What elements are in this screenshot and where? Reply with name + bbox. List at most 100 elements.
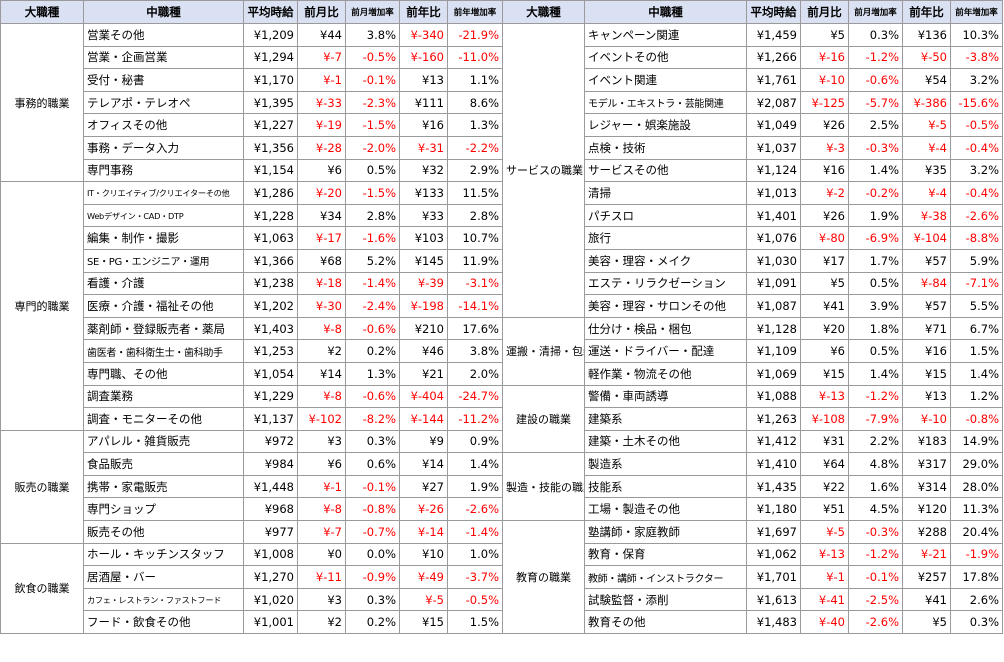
minor-category-cell: 警備・車両誘導 [584,384,747,409]
avg-wage-cell: ¥1,270 [243,565,298,589]
mom-rate-cell: -1.4% [345,271,400,296]
avg-wage-cell: ¥1,128 [746,316,801,341]
yoy-change-cell: ¥-10 [902,407,951,431]
header-yoy-change: 前年比 [399,0,448,24]
yoy-change-cell: ¥71 [902,316,951,341]
minor-category-cell: 携帯・家電販売 [83,474,244,499]
avg-wage-cell: ¥1,088 [746,384,801,409]
major-category-cell: 販売の職業 [0,429,84,544]
avg-wage-cell: ¥1,263 [746,407,801,431]
mom-rate-cell: -1.5% [345,181,400,205]
table-row: 専門ショップ ¥968 ¥-8 -0.8% ¥-26 -2.6% 工場・製造その他 ¥1,18… [1,497,1003,522]
mom-rate-cell: -0.6% [345,316,400,341]
yoy-rate-cell: -8.8% [950,226,1003,250]
header-yoy-change: 前年比 [902,0,951,24]
table-row: 事務・データ入力 ¥1,356 ¥-28 -2.0% ¥-31 -2.2% 点検・技術 ¥1,… [1,135,1003,160]
yoy-change-cell: ¥133 [399,181,448,205]
minor-category-cell: 専門ショップ [83,497,244,522]
yoy-rate-cell: -2.6% [447,497,503,522]
mom-change-cell: ¥-2 [800,181,849,205]
yoy-rate-cell: 6.7% [950,316,1003,341]
mom-rate-cell: 3.8% [345,23,400,47]
yoy-rate-cell: 10.3% [950,23,1003,47]
minor-category-cell: 食品販売 [83,452,244,476]
mom-change-cell: ¥22 [800,474,849,499]
avg-wage-cell: ¥1,180 [746,497,801,522]
mom-rate-cell: 0.3% [345,429,400,454]
minor-category-cell: 技能系 [584,474,747,499]
avg-wage-cell: ¥1,229 [243,384,298,409]
mom-rate-cell: 1.7% [848,248,903,273]
major-category-cell: 事務的職業 [0,22,84,183]
mom-change-cell: ¥-18 [297,271,346,296]
table-row: 調査・モニターその他 ¥1,137 ¥-102 -8.2% ¥-144 -11.2% 建築系… [1,407,1003,431]
yoy-rate-cell: 3.8% [447,339,503,363]
avg-wage-cell: ¥1,435 [746,474,801,499]
mom-change-cell: ¥-41 [800,587,849,612]
mom-change-cell: ¥41 [800,294,849,318]
yoy-rate-cell: 0.3% [950,610,1003,635]
yoy-rate-cell: -14.1% [447,294,503,318]
yoy-change-cell: ¥145 [399,248,448,273]
mom-rate-cell: -0.6% [848,68,903,92]
table-row: 営業・企画営業 ¥1,294 ¥-7 -0.5% ¥-160 -11.0% イベントその他 ¥… [1,45,1003,70]
yoy-rate-cell: 2.0% [447,361,503,386]
major-category-cell: 教育の職業 [502,520,585,635]
table-row: テレアポ・テレオペ ¥1,395 ¥-33 -2.3% ¥111 8.6% モデル・エキスト… [1,90,1003,115]
minor-category-cell: 美容・理容・メイク [584,248,747,273]
mom-change-cell: ¥51 [800,497,849,522]
mom-change-cell: ¥-102 [297,407,346,431]
yoy-rate-cell: 1.1% [447,68,503,92]
yoy-rate-cell: -0.4% [950,181,1003,205]
mom-change-cell: ¥-7 [297,45,346,70]
avg-wage-cell: ¥1,091 [746,271,801,296]
yoy-rate-cell: 1.2% [950,384,1003,409]
mom-rate-cell: 0.2% [345,339,400,363]
mom-rate-cell: -0.1% [848,565,903,589]
yoy-change-cell: ¥35 [902,158,951,183]
mom-rate-cell: 0.5% [848,271,903,296]
yoy-rate-cell: 0.9% [447,429,503,454]
yoy-change-cell: ¥-5 [902,113,951,137]
mom-change-cell: ¥17 [800,248,849,273]
yoy-change-cell: ¥16 [902,339,951,363]
mom-rate-cell: -0.1% [345,474,400,499]
header-row: 大職種 中職種 平均時給 前月比 前月増加率 前年比 前年増加率 大職種 中職種… [0,0,1003,24]
header-mom-change: 前月比 [800,0,849,24]
minor-category-cell: 看護・介護 [83,271,244,296]
table-row: 携帯・家電販売 ¥1,448 ¥-1 -0.1% ¥27 1.9% 技能系 ¥1,435 ¥22… [1,474,1003,499]
minor-category-cell: フード・飲食その他 [83,610,244,635]
yoy-rate-cell: -24.7% [447,384,503,409]
yoy-rate-cell: -15.6% [950,90,1003,115]
minor-category-cell: キャンペーン関連 [584,23,747,47]
yoy-change-cell: ¥-50 [902,45,951,70]
minor-category-cell: 教師・講師・インストラクター [584,565,747,589]
mom-change-cell: ¥-16 [800,45,849,70]
mom-rate-cell: 0.0% [345,542,400,567]
yoy-rate-cell: 17.6% [447,316,503,341]
yoy-rate-cell: 11.5% [447,181,503,205]
yoy-rate-cell: -2.6% [950,203,1003,228]
table-row: 事務的職業 営業その他 ¥1,209 ¥44 3.8% ¥-340 -21.9% サービスの職… [0,22,1003,318]
yoy-rate-cell: -11.2% [447,407,503,431]
mom-change-cell: ¥-13 [800,384,849,409]
minor-category-cell: 調査業務 [83,384,244,409]
mom-change-cell: ¥-28 [297,135,346,160]
avg-wage-cell: ¥1,227 [243,113,298,137]
mom-rate-cell: 1.9% [848,203,903,228]
header-yoy-rate: 前年増加率 [447,0,503,24]
table-row: SE・PG・エンジニア・運用 ¥1,366 ¥68 5.2% ¥145 11.9% 美容・理… [1,248,1003,273]
mom-rate-cell: -0.6% [345,384,400,409]
yoy-rate-cell: 1.4% [447,452,503,476]
yoy-change-cell: ¥46 [399,339,448,363]
yoy-rate-cell: 3.2% [950,158,1003,183]
yoy-rate-cell: -1.9% [950,542,1003,567]
mom-change-cell: ¥-11 [297,565,346,589]
yoy-change-cell: ¥-21 [902,542,951,567]
yoy-rate-cell: 1.3% [447,113,503,137]
yoy-change-cell: ¥-5 [399,587,448,612]
minor-category-cell: 編集・制作・撮影 [83,226,244,250]
mom-change-cell: ¥-1 [800,565,849,589]
avg-wage-cell: ¥1,761 [746,68,801,92]
mom-change-cell: ¥-7 [297,520,346,544]
